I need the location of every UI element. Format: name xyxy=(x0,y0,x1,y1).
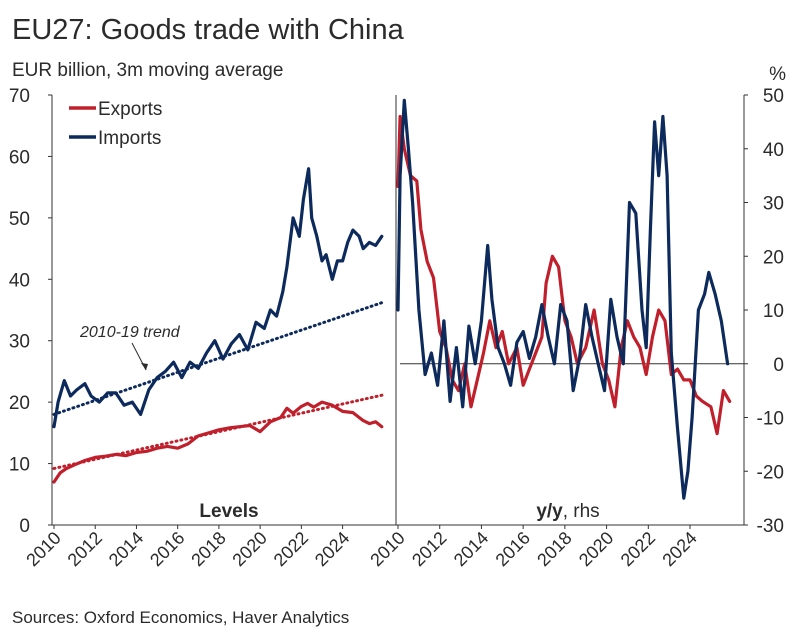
legend: Exports Imports xyxy=(69,99,162,149)
y-tick-label: 0 xyxy=(773,355,784,376)
y-tick-label: 0 xyxy=(19,516,30,537)
x-tick-label: 2012 xyxy=(64,528,106,570)
imports-series-line xyxy=(396,98,730,500)
x-tick-label: 2010 xyxy=(366,528,408,570)
x-tick-label: 2022 xyxy=(270,528,312,570)
y-tick-label: 40 xyxy=(763,140,784,161)
y-tick-label: 60 xyxy=(9,147,30,168)
y-tick-label: -30 xyxy=(757,516,784,537)
x-tick-label: 2020 xyxy=(575,528,617,570)
x-tick-label: 2022 xyxy=(617,528,659,570)
yoy-label-suffix: , rhs xyxy=(563,501,600,522)
source-note: Sources: Oxford Economics, Haver Analyti… xyxy=(12,608,350,627)
levels-panel: 0102030405060702010201220142016201820202… xyxy=(9,86,386,570)
trend-annotation-arrowhead xyxy=(141,363,148,370)
x-tick-label: 2016 xyxy=(492,528,534,570)
y-tick-label: 70 xyxy=(9,86,30,107)
x-tick-label: 2018 xyxy=(187,528,229,570)
y-tick-label: 20 xyxy=(9,393,30,414)
yoy-label-bold: y/y xyxy=(536,501,563,522)
x-tick-label: 2016 xyxy=(146,528,188,570)
exports-legend-label: Exports xyxy=(98,99,162,120)
rhs-unit-label: % xyxy=(769,64,786,85)
x-tick-label: 2020 xyxy=(229,528,271,570)
y-tick-label: 40 xyxy=(9,270,30,291)
levels-panel-label: Levels xyxy=(199,501,258,522)
y-tick-label: -10 xyxy=(757,409,784,430)
x-tick-label: 2012 xyxy=(408,528,450,570)
y-tick-label: 30 xyxy=(9,332,30,353)
x-tick-label: 2014 xyxy=(105,528,147,570)
x-tick-label: 2014 xyxy=(450,528,492,570)
y-tick-label: 30 xyxy=(763,194,784,215)
exports-series-line xyxy=(52,400,384,484)
y-tick-label: 20 xyxy=(763,247,784,268)
imports-series-line xyxy=(52,167,384,429)
trend-annotation: 2010-19 trend xyxy=(79,324,181,341)
y-tick-label: 50 xyxy=(9,209,30,230)
y-tick-label: 10 xyxy=(9,455,30,476)
y-tick-label: 50 xyxy=(763,86,784,107)
imports-legend-label: Imports xyxy=(98,128,161,149)
chart-title: EU27: Goods trade with China xyxy=(12,14,404,46)
chart-subtitle: EUR billion, 3m moving average xyxy=(12,60,284,81)
yoy-panel-label: y/y, rhs xyxy=(536,501,599,522)
y-tick-label: 10 xyxy=(763,301,784,322)
y-tick-label: -20 xyxy=(757,462,784,483)
imports-trend-line xyxy=(52,300,386,416)
yoy-panel: -30 -20 -10 0 10 20 30 40 50 2010 2012 2014 2016 2018… xyxy=(366,64,786,570)
x-tick-label: 2024 xyxy=(658,528,700,570)
x-tick-label: 2018 xyxy=(533,528,575,570)
x-tick-label: 2024 xyxy=(311,528,353,570)
